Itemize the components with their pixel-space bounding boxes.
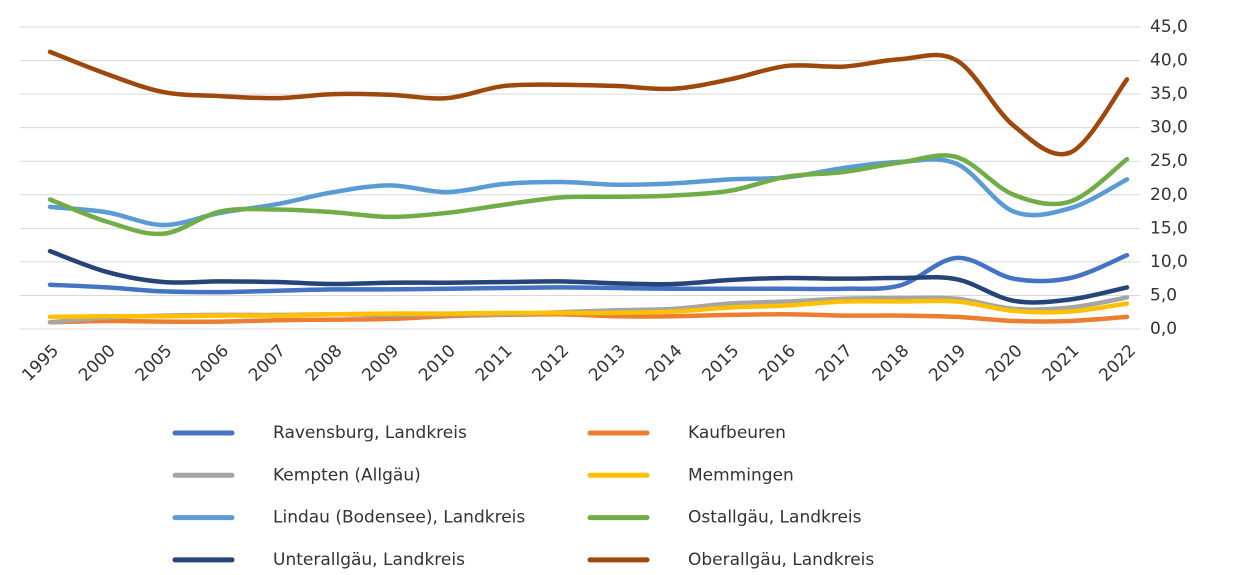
x-tick-label: 2010 <box>415 341 460 386</box>
x-tick-label: 2005 <box>132 341 177 386</box>
x-tick-label: 2006 <box>188 341 233 386</box>
x-tick-label: 2007 <box>245 341 290 386</box>
series-line <box>47 49 1130 157</box>
legend-label: Kempten (Allgäu) <box>273 465 421 485</box>
legend-label: Ostallgäu, Landkreis <box>688 508 862 528</box>
x-tick-label: 2008 <box>302 341 347 386</box>
y-tick-label: 15,0 <box>1150 218 1188 238</box>
y-tick-label: 10,0 <box>1150 252 1188 272</box>
x-tick-label: 2021 <box>1039 341 1084 386</box>
x-tick-label: 2000 <box>75 341 120 386</box>
legend-label: Lindau (Bodensee), Landkreis <box>273 508 525 528</box>
series-line <box>47 248 1130 305</box>
y-tick-label: 45,0 <box>1150 17 1188 37</box>
y-tick-label: 5,0 <box>1150 285 1177 305</box>
x-tick-label: 2018 <box>869 341 914 386</box>
x-tick-label: 2014 <box>642 341 687 386</box>
legend-label: Memmingen <box>688 465 794 485</box>
x-tick-label: 2022 <box>1095 341 1140 386</box>
legend-label: Oberallgäu, Landkreis <box>688 550 874 570</box>
x-tick-label: 2012 <box>528 341 573 386</box>
legend-label: Kaufbeuren <box>688 423 786 443</box>
series-line <box>47 298 1130 320</box>
y-tick-label: 0,0 <box>1150 319 1177 339</box>
x-tick-label: 2020 <box>982 341 1027 386</box>
y-tick-label: 20,0 <box>1150 185 1188 205</box>
x-tick-label: 2016 <box>755 341 800 386</box>
series-line <box>47 252 1130 295</box>
legend-label: Ravensburg, Landkreis <box>273 423 467 443</box>
x-tick-label: 2013 <box>585 341 630 386</box>
legend-label: Unterallgäu, Landkreis <box>273 550 465 570</box>
y-tick-label: 25,0 <box>1150 151 1188 171</box>
x-tick-label: 2009 <box>358 341 403 386</box>
y-tick-label: 35,0 <box>1150 84 1188 104</box>
y-tick-label: 30,0 <box>1150 118 1188 138</box>
x-tick-label: 2015 <box>699 341 744 386</box>
x-tick-label: 1995 <box>18 341 63 386</box>
series-line <box>47 153 1130 237</box>
y-tick-label: 40,0 <box>1150 51 1188 71</box>
x-tick-label: 2017 <box>812 341 857 386</box>
x-tick-label: 2011 <box>472 341 517 386</box>
x-tick-label: 2019 <box>925 341 970 386</box>
